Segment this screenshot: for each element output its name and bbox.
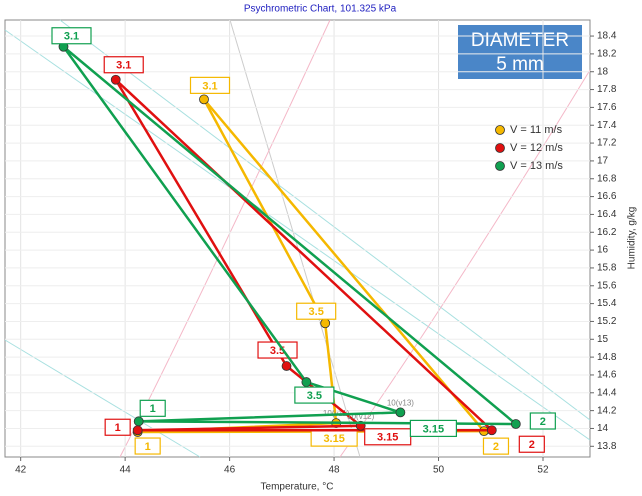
- plot-area: [4, 19, 591, 458]
- label-box: 3.1: [103, 56, 144, 74]
- data-point: [320, 318, 331, 329]
- data-point: [281, 361, 292, 371]
- label-box-frame: [294, 386, 335, 404]
- label-box: 3.5: [296, 302, 337, 320]
- data-point: [395, 407, 406, 418]
- label-box-frame: [103, 56, 144, 74]
- data-point: [301, 377, 312, 387]
- point-label: 1: [145, 441, 151, 453]
- legend-marker: [495, 143, 505, 153]
- y-tick-label: 16.4: [597, 209, 617, 220]
- y-tick-label: 16.6: [597, 191, 617, 202]
- x-tick-label: 46: [224, 465, 236, 476]
- y-tick-label: 16.8: [597, 173, 617, 184]
- y-tick-label: 17.4: [597, 120, 617, 131]
- point-label: 3.15: [323, 433, 344, 445]
- y-tick-label: 14.8: [597, 352, 617, 363]
- data-point: [199, 94, 209, 105]
- label-box-frame: [139, 399, 166, 417]
- label-box: 1: [139, 399, 166, 417]
- x-tick-label: 50: [433, 465, 445, 476]
- legend-label: V = 13 m/s: [510, 160, 563, 172]
- point-label: 3.1: [202, 80, 217, 92]
- point-label: 3.5: [307, 390, 322, 402]
- y-axis-label: Humidity, g/kg: [627, 207, 638, 270]
- point-label: 2: [540, 416, 546, 428]
- label-box-frame: [296, 302, 337, 320]
- y-tick-label: 15.8: [597, 263, 617, 274]
- label-box: 2: [529, 412, 556, 430]
- point-note: 10(v13): [387, 399, 414, 408]
- legend-marker: [495, 125, 505, 135]
- data-point: [510, 419, 521, 429]
- annotation-box: [458, 25, 582, 79]
- point-label: 1: [115, 422, 121, 434]
- y-tick-label: 15.4: [597, 298, 617, 309]
- point-label: 2: [493, 441, 499, 453]
- label-box-frame: [104, 418, 131, 436]
- y-tick-label: 14.6: [597, 370, 617, 381]
- label-box-frame: [51, 27, 92, 45]
- y-tick-label: 14.2: [597, 405, 617, 416]
- x-tick-label: 52: [537, 465, 549, 476]
- point-label: 3.5: [309, 306, 324, 318]
- y-tick-label: 18.4: [597, 31, 617, 42]
- point-label: 3.1: [116, 60, 131, 72]
- data-point: [486, 425, 497, 436]
- label-box: 3.1: [189, 76, 231, 94]
- label-box: 3.1: [51, 27, 92, 45]
- legend-marker: [495, 161, 505, 171]
- y-tick-label: 15: [597, 334, 609, 345]
- label-box-frame: [409, 419, 457, 438]
- label-box-frame: [518, 435, 545, 453]
- y-tick-label: 17: [597, 156, 609, 167]
- y-tick-label: 13.8: [597, 441, 617, 452]
- label-box-frame: [134, 437, 161, 455]
- x-axis-label: Temperature, °C: [261, 482, 334, 493]
- y-tick-label: 17.6: [597, 102, 617, 113]
- y-tick-label: 15.2: [597, 316, 617, 327]
- label-box-frame: [529, 412, 556, 430]
- x-tick-label: 44: [120, 465, 132, 476]
- point-label: 3.1: [64, 31, 79, 43]
- annotation: 5 mm: [496, 54, 544, 75]
- y-tick-label: 16.2: [597, 227, 617, 238]
- chart-title: Psychrometric Chart, 101.325 kPa: [244, 4, 397, 15]
- legend-label: V = 11 m/s: [510, 124, 563, 136]
- annotation: DIAMETER: [471, 30, 569, 51]
- label-box: 1: [104, 418, 131, 436]
- legend-label: V = 12 m/s: [510, 142, 563, 154]
- label-box: 2: [518, 435, 545, 453]
- x-tick-label: 48: [329, 465, 341, 476]
- y-tick-label: 15.6: [597, 280, 617, 291]
- y-tick-label: 16: [597, 245, 609, 256]
- label-box: 3.5: [257, 341, 298, 359]
- data-point: [133, 416, 144, 427]
- label-box: 3.15: [364, 428, 412, 446]
- point-label: 3.15: [377, 432, 398, 444]
- point-label: 1: [150, 403, 156, 415]
- label-box-frame: [482, 437, 510, 455]
- y-tick-label: 14.4: [597, 387, 617, 398]
- point-label: 3.15: [423, 423, 444, 435]
- label-box: 3.15: [310, 429, 358, 447]
- label-box-frame: [189, 76, 231, 94]
- x-tick-label: 42: [15, 465, 27, 476]
- data-point: [132, 425, 143, 436]
- point-note: 10(v12): [347, 412, 374, 421]
- y-tick-label: 18.2: [597, 49, 617, 60]
- label-box: 2: [482, 437, 510, 455]
- point-label: 2: [529, 439, 535, 451]
- label-box: 1: [134, 437, 161, 455]
- y-tick-label: 14: [597, 423, 609, 434]
- y-tick-label: 18: [597, 66, 609, 77]
- label-box: 3.5: [294, 386, 335, 404]
- y-tick-label: 17.8: [597, 84, 617, 95]
- label-box: 3.15: [409, 419, 457, 438]
- y-tick-label: 17.2: [597, 138, 617, 149]
- data-point: [110, 74, 121, 85]
